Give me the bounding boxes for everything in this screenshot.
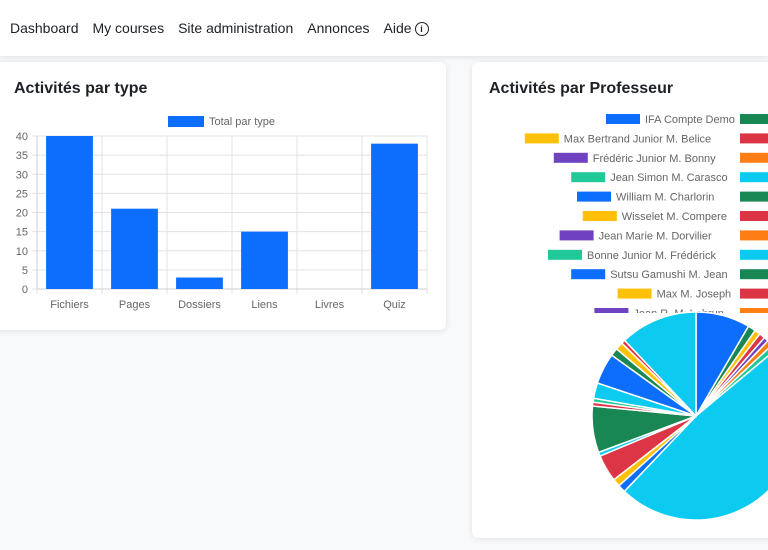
- nav-my-courses[interactable]: My courses: [92, 20, 165, 36]
- nav-dashboard[interactable]: Dashboard: [10, 20, 79, 36]
- legend-swatch: [553, 152, 588, 163]
- legend-swatch: [740, 114, 768, 124]
- legend-swatch: [740, 308, 768, 313]
- nav-aide-label[interactable]: Aide: [383, 20, 412, 36]
- x-tick-label: Fichiers: [50, 299, 89, 311]
- legend-swatch: [571, 172, 606, 183]
- bar-dossiers: [176, 277, 223, 289]
- y-tick-label: 20: [16, 208, 28, 220]
- legend-swatch: [740, 211, 768, 221]
- x-tick-label: Livres: [315, 299, 345, 311]
- bar-quiz: [371, 143, 418, 289]
- legend-label: Bonne Junior M. Frédérick: [587, 250, 716, 262]
- top-navbar: Dashboard My courses Site administration…: [0, 0, 768, 56]
- legend-swatch: [740, 191, 768, 202]
- bar-pages: [111, 208, 158, 289]
- legend-swatch: [559, 230, 594, 241]
- x-tick-label: Quiz: [383, 299, 406, 311]
- legend-swatch: [740, 249, 768, 260]
- y-tick-label: 10: [16, 246, 28, 258]
- nav-aide[interactable]: Aide i: [384, 20, 429, 36]
- legend-swatch: [571, 269, 606, 280]
- x-tick-label: Dossiers: [178, 299, 221, 311]
- bar-chart: Total par type 0 5 10 15 20 25 30 35 40 Fichiers Pa…: [16, 116, 428, 311]
- legend-label: IFA Compte Demo: [645, 114, 735, 126]
- y-tick-label: 30: [16, 169, 28, 181]
- legend-swatch: [740, 269, 768, 280]
- pie-slices: [591, 311, 768, 521]
- legend-swatch: [740, 152, 768, 163]
- nav-annonces[interactable]: Annonces: [307, 20, 370, 36]
- legend-label: Jean R. M. Lebrun: [633, 308, 724, 320]
- bar-legend: Total par type: [168, 116, 275, 128]
- y-tick-label: 0: [22, 284, 28, 296]
- legend-swatch: [617, 288, 652, 299]
- y-tick-label: 35: [16, 150, 28, 162]
- legend-swatch: [594, 308, 629, 313]
- pie-chart: IFA Compte DemoJohn MichMax Bertrand Jun…: [524, 114, 768, 521]
- legend-label: William M. Charlorin: [616, 192, 714, 204]
- legend-label: Jean Marie M. Dorvilier: [599, 230, 712, 242]
- legend-label: Max Bertrand Junior M. Belice: [564, 133, 711, 145]
- y-tick-label: 40: [16, 131, 28, 143]
- legend-swatch: [740, 230, 768, 241]
- legend-swatch: [606, 114, 640, 124]
- legend-label: Frédéric Junior M. Bonny: [593, 153, 716, 165]
- card-title-activites-par-professeur: Activités par Professeur: [489, 80, 674, 97]
- legend-label: Sutsu Gamushi M. Jean: [610, 269, 727, 281]
- card-activites-par-professeur: Activités par Professeur IFA Compte Demo…: [472, 62, 768, 538]
- x-tick-label: Pages: [119, 299, 151, 311]
- legend-swatch-total-par-type: [168, 116, 204, 127]
- bar-fichiers: [46, 136, 93, 289]
- legend-label: Max M. Joseph: [657, 289, 732, 301]
- legend-label: Jean Simon M. Carasco: [610, 172, 727, 184]
- legend-label-total-par-type: Total par type: [209, 116, 275, 128]
- legend-label: Wisselet M. Compere: [622, 211, 727, 223]
- y-tick-label: 25: [16, 188, 28, 200]
- pie-slice-7: [623, 355, 768, 521]
- pie-legend: IFA Compte DemoJohn MichMax Bertrand Jun…: [524, 114, 768, 320]
- legend-swatch: [740, 288, 768, 299]
- pie-slice-20: [623, 311, 697, 418]
- x-tick-label: Liens: [251, 299, 278, 311]
- legend-swatch: [740, 133, 768, 144]
- legend-swatch: [740, 172, 768, 183]
- nav-site-administration[interactable]: Site administration: [178, 20, 294, 36]
- bar-liens: [241, 231, 288, 289]
- info-circle-icon[interactable]: i: [414, 22, 429, 36]
- legend-swatch: [548, 249, 582, 260]
- legend-swatch: [524, 133, 559, 144]
- legend-swatch: [582, 211, 617, 221]
- y-tick-label: 15: [16, 227, 28, 239]
- legend-swatch: [577, 191, 611, 202]
- card-title-activites-par-type: Activités par type: [14, 80, 148, 97]
- card-activites-par-type: Activités par type Total par type 0 5 10 15 2…: [0, 62, 446, 330]
- y-tick-label: 5: [22, 265, 28, 277]
